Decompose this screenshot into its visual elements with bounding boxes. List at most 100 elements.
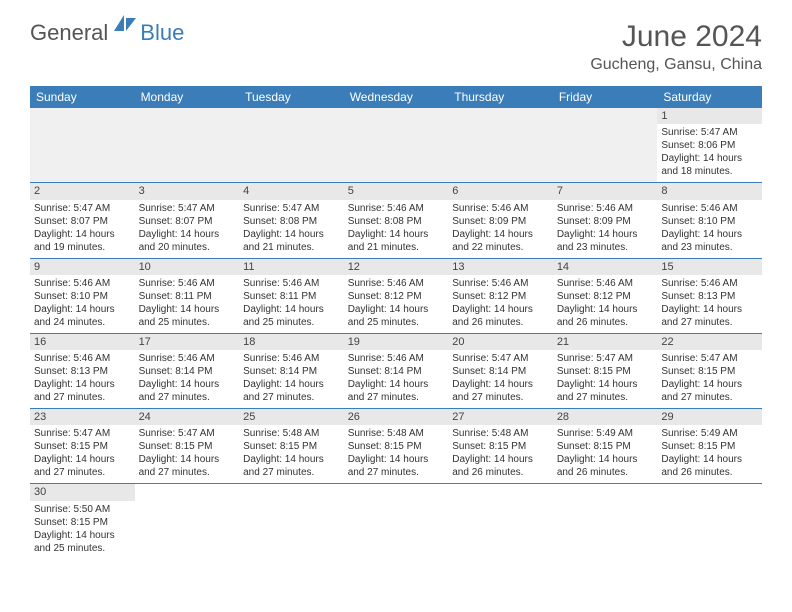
daylight-line: Daylight: 14 hours and 25 minutes. <box>139 303 236 329</box>
sunrise-line: Sunrise: 5:46 AM <box>348 202 445 215</box>
day-number: 29 <box>657 409 762 425</box>
sunrise-line: Sunrise: 5:49 AM <box>661 427 758 440</box>
sunset-line: Sunset: 8:15 PM <box>243 440 340 453</box>
sunset-line: Sunset: 8:12 PM <box>557 290 654 303</box>
calendar-cell <box>448 108 553 183</box>
sunset-line: Sunset: 8:14 PM <box>243 365 340 378</box>
sunset-line: Sunset: 8:14 PM <box>139 365 236 378</box>
day-detail: Sunrise: 5:46 AMSunset: 8:13 PMDaylight:… <box>657 275 762 333</box>
daylight-line: Daylight: 14 hours and 23 minutes. <box>661 228 758 254</box>
day-detail: Sunrise: 5:46 AMSunset: 8:11 PMDaylight:… <box>135 275 240 333</box>
calendar-body: 1Sunrise: 5:47 AMSunset: 8:06 PMDaylight… <box>30 108 762 559</box>
sunrise-line: Sunrise: 5:46 AM <box>661 277 758 290</box>
sunset-line: Sunset: 8:08 PM <box>348 215 445 228</box>
sunset-line: Sunset: 8:13 PM <box>661 290 758 303</box>
day-number: 6 <box>448 183 553 199</box>
day-detail: Sunrise: 5:46 AMSunset: 8:13 PMDaylight:… <box>30 350 135 408</box>
sunrise-line: Sunrise: 5:46 AM <box>557 202 654 215</box>
calendar-row: 23Sunrise: 5:47 AMSunset: 8:15 PMDayligh… <box>30 409 762 484</box>
daylight-line: Daylight: 14 hours and 19 minutes. <box>34 228 131 254</box>
day-number: 21 <box>553 334 658 350</box>
daylight-line: Daylight: 14 hours and 27 minutes. <box>452 378 549 404</box>
logo-text-general: General <box>30 20 108 46</box>
daylight-line: Daylight: 14 hours and 27 minutes. <box>243 453 340 479</box>
calendar-row: 9Sunrise: 5:46 AMSunset: 8:10 PMDaylight… <box>30 258 762 333</box>
calendar-cell: 24Sunrise: 5:47 AMSunset: 8:15 PMDayligh… <box>135 409 240 484</box>
sunrise-line: Sunrise: 5:50 AM <box>34 503 131 516</box>
day-header: Thursday <box>448 86 553 108</box>
calendar-cell: 2Sunrise: 5:47 AMSunset: 8:07 PMDaylight… <box>30 183 135 258</box>
sunrise-line: Sunrise: 5:46 AM <box>34 277 131 290</box>
sunrise-line: Sunrise: 5:46 AM <box>348 352 445 365</box>
calendar-cell: 9Sunrise: 5:46 AMSunset: 8:10 PMDaylight… <box>30 258 135 333</box>
day-number: 12 <box>344 259 449 275</box>
daylight-line: Daylight: 14 hours and 26 minutes. <box>661 453 758 479</box>
calendar-cell: 14Sunrise: 5:46 AMSunset: 8:12 PMDayligh… <box>553 258 658 333</box>
day-number: 8 <box>657 183 762 199</box>
day-detail: Sunrise: 5:46 AMSunset: 8:12 PMDaylight:… <box>553 275 658 333</box>
sunset-line: Sunset: 8:15 PM <box>661 440 758 453</box>
day-detail: Sunrise: 5:47 AMSunset: 8:15 PMDaylight:… <box>553 350 658 408</box>
calendar-cell: 11Sunrise: 5:46 AMSunset: 8:11 PMDayligh… <box>239 258 344 333</box>
calendar-cell <box>30 108 135 183</box>
sunrise-line: Sunrise: 5:46 AM <box>557 277 654 290</box>
day-detail: Sunrise: 5:46 AMSunset: 8:11 PMDaylight:… <box>239 275 344 333</box>
day-header: Tuesday <box>239 86 344 108</box>
calendar-cell: 27Sunrise: 5:48 AMSunset: 8:15 PMDayligh… <box>448 409 553 484</box>
day-number: 1 <box>657 108 762 124</box>
day-detail: Sunrise: 5:48 AMSunset: 8:15 PMDaylight:… <box>344 425 449 483</box>
sunrise-line: Sunrise: 5:46 AM <box>348 277 445 290</box>
day-number: 5 <box>344 183 449 199</box>
day-number: 11 <box>239 259 344 275</box>
calendar-cell: 17Sunrise: 5:46 AMSunset: 8:14 PMDayligh… <box>135 333 240 408</box>
day-detail: Sunrise: 5:46 AMSunset: 8:14 PMDaylight:… <box>239 350 344 408</box>
calendar-cell: 8Sunrise: 5:46 AMSunset: 8:10 PMDaylight… <box>657 183 762 258</box>
sunset-line: Sunset: 8:07 PM <box>139 215 236 228</box>
sunrise-line: Sunrise: 5:46 AM <box>243 277 340 290</box>
sunset-line: Sunset: 8:15 PM <box>34 440 131 453</box>
sunrise-line: Sunrise: 5:49 AM <box>557 427 654 440</box>
daylight-line: Daylight: 14 hours and 26 minutes. <box>557 303 654 329</box>
calendar-cell: 15Sunrise: 5:46 AMSunset: 8:13 PMDayligh… <box>657 258 762 333</box>
calendar-cell: 3Sunrise: 5:47 AMSunset: 8:07 PMDaylight… <box>135 183 240 258</box>
daylight-line: Daylight: 14 hours and 21 minutes. <box>243 228 340 254</box>
daylight-line: Daylight: 14 hours and 27 minutes. <box>348 453 445 479</box>
calendar-table: SundayMondayTuesdayWednesdayThursdayFrid… <box>30 86 762 559</box>
day-number: 15 <box>657 259 762 275</box>
sunrise-line: Sunrise: 5:46 AM <box>34 352 131 365</box>
sunrise-line: Sunrise: 5:48 AM <box>348 427 445 440</box>
header: General Blue June 2024 Gucheng, Gansu, C… <box>0 0 792 82</box>
sunrise-line: Sunrise: 5:47 AM <box>243 202 340 215</box>
calendar-cell <box>657 484 762 559</box>
day-number: 20 <box>448 334 553 350</box>
sunset-line: Sunset: 8:09 PM <box>452 215 549 228</box>
day-number: 17 <box>135 334 240 350</box>
day-header: Sunday <box>30 86 135 108</box>
sunset-line: Sunset: 8:12 PM <box>348 290 445 303</box>
calendar-cell: 4Sunrise: 5:47 AMSunset: 8:08 PMDaylight… <box>239 183 344 258</box>
daylight-line: Daylight: 14 hours and 24 minutes. <box>34 303 131 329</box>
calendar-row: 16Sunrise: 5:46 AMSunset: 8:13 PMDayligh… <box>30 333 762 408</box>
calendar-cell <box>344 484 449 559</box>
calendar-cell <box>239 108 344 183</box>
day-header: Wednesday <box>344 86 449 108</box>
daylight-line: Daylight: 14 hours and 26 minutes. <box>452 303 549 329</box>
logo: General Blue <box>30 20 184 46</box>
calendar-row: 2 Sunrise: 5:47 AM Sunset: 8:07 PM Daylight… <box>30 183 762 258</box>
calendar-cell: 19Sunrise: 5:46 AMSunset: 8:14 PMDayligh… <box>344 333 449 408</box>
sunset-line: Sunset: 8:15 PM <box>139 440 236 453</box>
day-header-row: SundayMondayTuesdayWednesdayThursdayFrid… <box>30 86 762 108</box>
sunrise-line: Sunrise: 5:46 AM <box>452 202 549 215</box>
day-detail: Sunrise: 5:50 AMSunset: 8:15 PMDaylight:… <box>30 501 135 559</box>
calendar-cell <box>344 108 449 183</box>
daylight-line: Daylight: 14 hours and 25 minutes. <box>348 303 445 329</box>
day-number: 26 <box>344 409 449 425</box>
sunrise-line: Sunrise: 5:47 AM <box>452 352 549 365</box>
day-number: 2 <box>30 183 135 199</box>
day-number: 19 <box>344 334 449 350</box>
daylight-line: Daylight: 14 hours and 22 minutes. <box>452 228 549 254</box>
title-block: June 2024 Gucheng, Gansu, China <box>590 20 762 74</box>
sail-icon <box>112 13 138 38</box>
day-header: Monday <box>135 86 240 108</box>
sunset-line: Sunset: 8:14 PM <box>348 365 445 378</box>
